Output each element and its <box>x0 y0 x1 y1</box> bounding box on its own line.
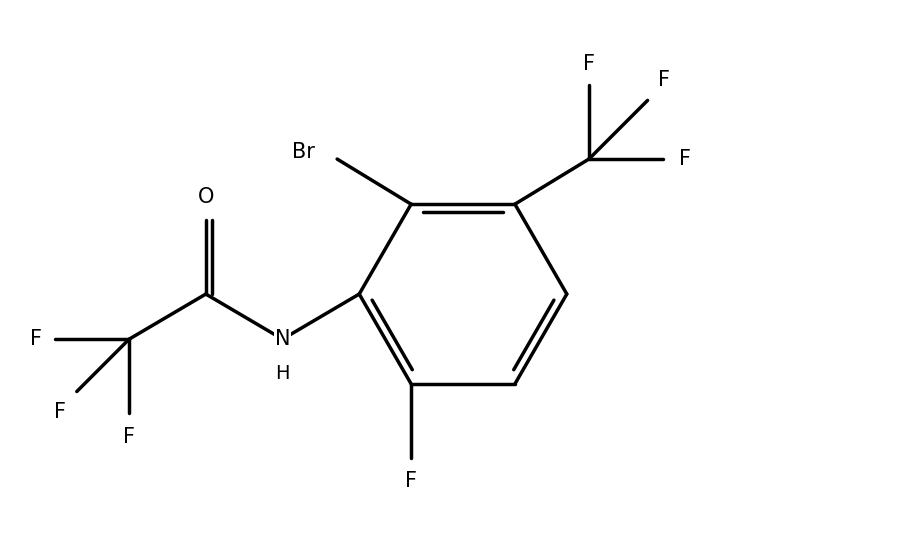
Text: O: O <box>198 187 214 206</box>
Text: F: F <box>583 54 595 74</box>
Text: Br: Br <box>291 142 314 162</box>
Text: F: F <box>405 471 417 491</box>
Text: F: F <box>123 427 135 447</box>
Text: F: F <box>658 70 670 89</box>
Text: N: N <box>275 329 291 349</box>
Text: F: F <box>54 402 66 422</box>
Text: F: F <box>30 329 42 349</box>
Text: H: H <box>275 364 290 384</box>
Text: F: F <box>679 149 691 169</box>
